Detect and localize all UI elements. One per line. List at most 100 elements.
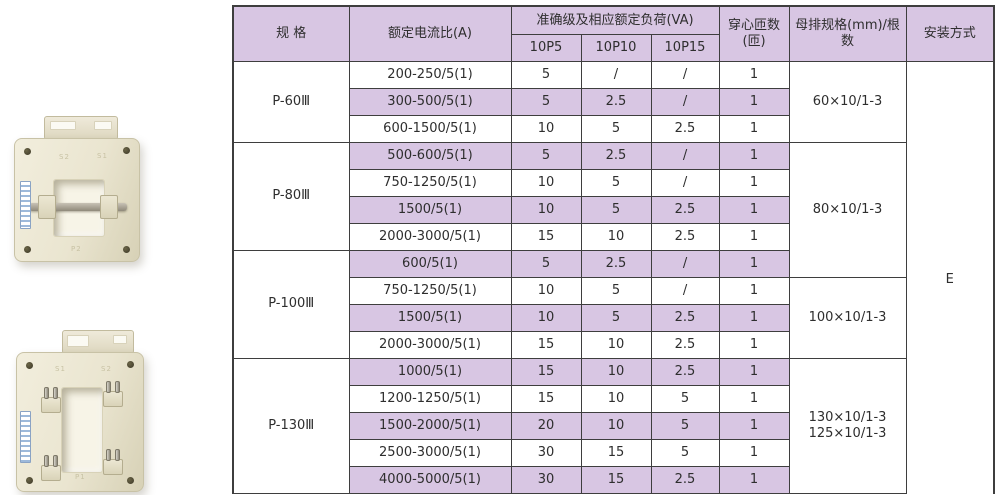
- p15-cell: /: [650, 249, 720, 278]
- table-row-cutoff: [232, 492, 994, 494]
- ratio-cell: [348, 492, 512, 494]
- turns-cell: [718, 492, 790, 494]
- p15-cell: /: [650, 87, 720, 116]
- screw-icon: [26, 362, 33, 369]
- table-row: 600-1500/5(1) 10 5 2.5 1: [233, 114, 994, 143]
- turns-cell: 1: [718, 87, 790, 116]
- busbar-line: 125×10/1-3: [808, 425, 887, 441]
- ct-body: S1 S2 P1: [16, 352, 144, 492]
- bolt-icon: [44, 387, 49, 399]
- p15-cell: [650, 492, 720, 494]
- busbar-cell: [788, 492, 907, 494]
- p5-cell: 10: [510, 168, 582, 197]
- p15-cell: /: [650, 60, 720, 89]
- bolt-icon: [106, 381, 111, 393]
- table-row: 750-1250/5(1) 10 5 / 1 100×10/1-3: [233, 276, 994, 359]
- col-header-busbar: 母排规格(mm)/根数: [788, 5, 907, 62]
- spec-cell: [232, 492, 350, 494]
- terminal-label: [113, 335, 127, 344]
- table-row: 1500/5(1) 10 5 2.5 1: [233, 195, 994, 224]
- p10-cell: 10: [580, 357, 652, 386]
- table-row: 300-500/5(1) 5 2.5 / 1: [233, 87, 994, 116]
- terminal-mark: P1: [75, 473, 86, 481]
- spec-cell: P-130Ⅲ: [232, 357, 350, 494]
- busbar-cell: 130×10/1-3 125×10/1-3: [788, 357, 907, 494]
- p10-cell: 2.5: [580, 141, 652, 170]
- turns-cell: 1: [718, 141, 790, 170]
- p10-cell: 15: [580, 438, 652, 467]
- ratio-cell: 2000-3000/5(1): [348, 330, 512, 359]
- col-header-burden: 准确级及相应额定负荷(VA): [510, 5, 720, 35]
- terminal-label: [67, 335, 89, 347]
- ct-body: S2 S1 P2: [14, 138, 140, 262]
- clamp: [100, 195, 118, 219]
- ratio-cell: 1500-2000/5(1): [348, 411, 512, 440]
- clamp: [41, 455, 61, 481]
- p10-cell: 10: [580, 222, 652, 251]
- turns-cell: 1: [718, 384, 790, 413]
- table-row: 1500-2000/5(1) 20 10 5 1: [233, 411, 994, 440]
- col-header-mounting: 安装方式: [905, 5, 995, 62]
- p15-cell: 2.5: [650, 465, 720, 494]
- table-row: P-130Ⅲ 1000/5(1) 15 10 2.5 1 130×10/1-3 …: [232, 357, 994, 494]
- ratio-cell: 1000/5(1): [348, 357, 512, 386]
- p10-cell: [580, 492, 652, 494]
- p15-cell: 2.5: [650, 303, 720, 332]
- p5-cell: 20: [510, 411, 582, 440]
- screw-icon: [123, 147, 130, 154]
- p15-cell: /: [650, 141, 720, 170]
- turns-cell: 1: [718, 438, 790, 467]
- col-header-10p5: 10P5: [510, 33, 582, 62]
- p10-cell: 10: [580, 384, 652, 413]
- product-photo-bottom: S1 S2 P1: [16, 328, 144, 492]
- p5-cell: [510, 492, 582, 494]
- turns-cell: 1: [718, 249, 790, 278]
- terminal-mark: S2: [101, 365, 112, 373]
- table-row: P-60Ⅲ 200-250/5(1) 5 / / 1 60×10/1-3 E: [232, 60, 995, 494]
- ratio-cell: 1200-1250/5(1): [348, 384, 512, 413]
- mounting-cell: E: [905, 60, 995, 494]
- p5-cell: 10: [510, 276, 582, 305]
- turns-cell: 1: [718, 276, 790, 305]
- p15-cell: /: [650, 276, 720, 305]
- p15-cell: /: [650, 168, 720, 197]
- p10-cell: /: [580, 60, 652, 89]
- p10-cell: 2.5: [580, 87, 652, 116]
- p15-cell: 5: [650, 438, 720, 467]
- terminal-mark: S1: [97, 152, 108, 160]
- terminal-block: [44, 116, 118, 140]
- ratio-cell: 500-600/5(1): [348, 141, 512, 170]
- p5-cell: 5: [510, 141, 582, 170]
- ratio-cell: 750-1250/5(1): [348, 276, 512, 305]
- p10-cell: 5: [580, 303, 652, 332]
- ratio-cell: 2000-3000/5(1): [348, 222, 512, 251]
- screw-icon: [26, 477, 33, 484]
- col-header-turns: 穿心匝数(匝): [718, 5, 790, 62]
- table-row: 1500/5(1) 10 5 2.5 1: [233, 303, 994, 332]
- turns-cell: 1: [718, 357, 790, 386]
- busbar-line: 130×10/1-3: [808, 410, 887, 426]
- p5-cell: 10: [510, 114, 582, 143]
- ratio-cell: 2500-3000/5(1): [348, 438, 512, 467]
- screw-icon: [127, 477, 134, 484]
- turns-cell: 1: [718, 465, 790, 494]
- busbar-cell: 60×10/1-3: [788, 60, 907, 143]
- turns-cell: 1: [718, 60, 790, 89]
- col-header-ratio: 额定电流比(A): [348, 5, 512, 62]
- bolt-icon: [44, 455, 49, 467]
- p5-cell: 15: [510, 222, 582, 251]
- table-row: 750-1250/5(1) 10 5 / 1: [233, 168, 994, 197]
- spec-table-container: 规 格 额定电流比(A) 准确级及相应额定负荷(VA) 穿心匝数(匝) 母排规格…: [232, 5, 995, 494]
- p10-cell: 10: [580, 330, 652, 359]
- ratio-cell: 1500/5(1): [348, 195, 512, 224]
- p5-cell: 30: [510, 438, 582, 467]
- screw-icon: [123, 246, 130, 253]
- terminal-mark: S2: [59, 153, 70, 161]
- p15-cell: 2.5: [650, 222, 720, 251]
- spec-table: 规 格 额定电流比(A) 准确级及相应额定负荷(VA) 穿心匝数(匝) 母排规格…: [232, 5, 995, 494]
- spec-cell: P-80Ⅲ: [232, 141, 350, 251]
- col-header-spec: 规 格: [232, 5, 350, 62]
- product-photo-top: S2 S1 P2: [14, 112, 140, 262]
- table-row: 4000-5000/5(1) 30 15 2.5 1: [233, 465, 994, 494]
